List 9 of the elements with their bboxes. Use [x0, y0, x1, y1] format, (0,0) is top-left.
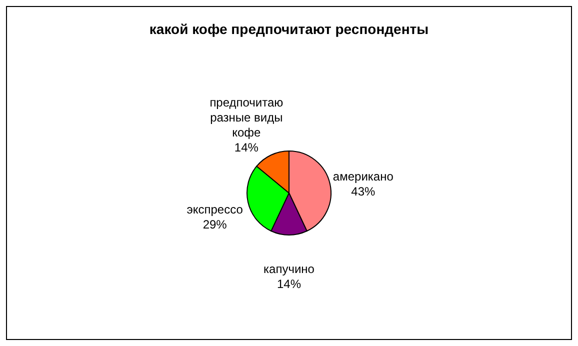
slice-label: экспрессо	[186, 202, 244, 217]
data-label: 14%	[234, 140, 259, 155]
data-label: 14%	[276, 277, 302, 291]
data-label: 29%	[202, 218, 228, 232]
chart-title: какой кофе предпочитают респонденты	[149, 21, 429, 37]
slice-label: американо	[332, 169, 394, 184]
data-label: 43%	[351, 184, 376, 198]
slice-label: предпочитаю разные виды кофе	[210, 96, 284, 140]
slice-label: капучино	[264, 262, 315, 276]
